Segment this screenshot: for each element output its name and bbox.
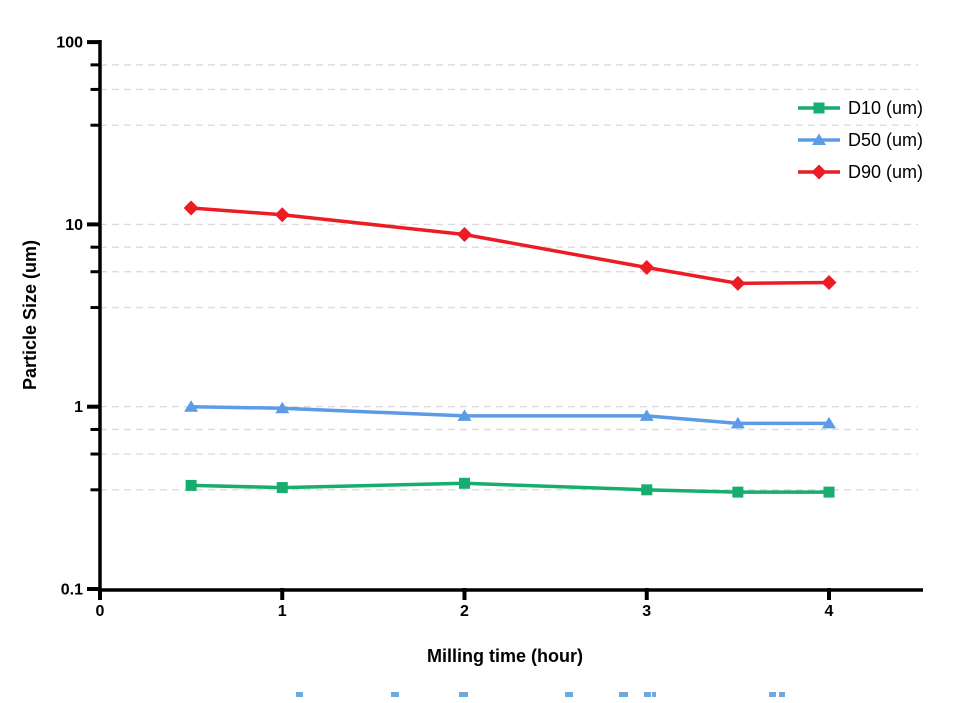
square-marker bbox=[185, 479, 197, 491]
series-line-d90 bbox=[190, 206, 830, 286]
diamond-marker bbox=[730, 275, 746, 291]
cropped-caption-fragment bbox=[779, 692, 785, 697]
series-line-d10 bbox=[191, 481, 829, 494]
diamond-marker bbox=[457, 227, 472, 243]
x-tick-label: 1 bbox=[278, 603, 287, 620]
diamond-marker bbox=[274, 207, 290, 223]
cropped-caption-fragment bbox=[565, 692, 573, 697]
square-marker bbox=[732, 486, 744, 498]
diamond-marker bbox=[183, 200, 199, 216]
x-axis-title: Milling time (hour) bbox=[427, 646, 583, 666]
y-tick-label: 0.1 bbox=[61, 582, 83, 599]
x-tick-label: 3 bbox=[642, 603, 651, 620]
legend-label-d50: D50 (um) bbox=[848, 130, 923, 150]
legend-item-d10: D10 (um) bbox=[798, 98, 923, 118]
y-tick-label: 1 bbox=[74, 399, 83, 416]
cropped-caption-fragment bbox=[769, 692, 776, 697]
triangle-marker bbox=[822, 416, 836, 429]
series-d50 bbox=[184, 400, 836, 429]
series-d10 bbox=[185, 477, 835, 498]
series-line-d50 bbox=[191, 404, 829, 426]
square-marker bbox=[813, 102, 825, 114]
triangle-marker bbox=[457, 409, 472, 421]
square-marker bbox=[641, 484, 653, 496]
cropped-caption-fragment bbox=[652, 692, 656, 697]
square-marker bbox=[823, 486, 835, 498]
square-marker bbox=[459, 477, 470, 489]
x-tick-label: 4 bbox=[825, 603, 834, 620]
legend-label-d90: D90 (um) bbox=[848, 162, 923, 182]
triangle-marker bbox=[275, 401, 290, 414]
legend-label-d10: D10 (um) bbox=[848, 98, 923, 118]
triangle-marker bbox=[730, 416, 745, 429]
cropped-caption-fragment bbox=[619, 692, 628, 697]
triangle-marker bbox=[184, 400, 199, 412]
square-marker bbox=[276, 482, 288, 494]
cropped-caption-fragment bbox=[644, 692, 651, 697]
legend-item-d50: D50 (um) bbox=[798, 130, 923, 150]
cropped-caption-fragment bbox=[459, 692, 468, 697]
diamond-marker bbox=[821, 275, 837, 291]
x-tick-label: 0 bbox=[96, 603, 105, 620]
x-tick-label: 2 bbox=[460, 603, 469, 620]
diamond-marker bbox=[811, 164, 827, 180]
y-tick-label: 10 bbox=[65, 217, 83, 234]
diamond-marker bbox=[639, 260, 655, 276]
legend-item-d90: D90 (um) bbox=[798, 162, 923, 182]
cropped-caption-fragment bbox=[391, 692, 399, 697]
cropped-caption-fragment bbox=[296, 692, 303, 697]
y-axis-title: Particle Size (um) bbox=[20, 240, 40, 390]
triangle-marker bbox=[639, 409, 654, 421]
y-tick-label: 100 bbox=[56, 35, 83, 52]
series-d90 bbox=[183, 200, 837, 291]
triangle-marker bbox=[812, 133, 826, 145]
